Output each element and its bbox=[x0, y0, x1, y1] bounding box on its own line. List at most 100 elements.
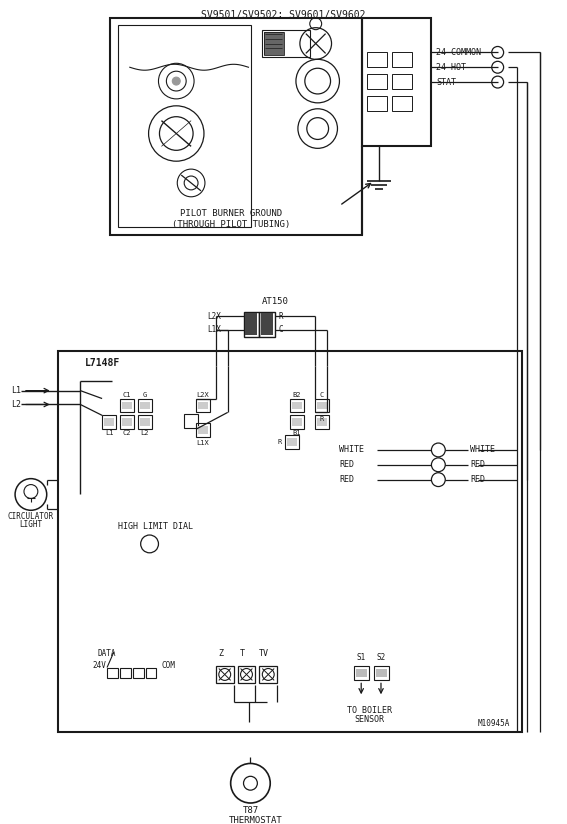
Bar bbox=[196, 424, 210, 437]
Bar bbox=[259, 311, 275, 337]
Text: SV9501/SV9502; SV9601/SV9602: SV9501/SV9502; SV9601/SV9602 bbox=[201, 10, 365, 20]
Text: RED: RED bbox=[340, 461, 354, 470]
Bar bbox=[287, 438, 297, 446]
Bar bbox=[243, 311, 259, 337]
Text: 24 COMMON: 24 COMMON bbox=[437, 48, 481, 57]
Bar bbox=[354, 666, 369, 681]
Text: R: R bbox=[278, 312, 283, 321]
Text: S1: S1 bbox=[357, 653, 366, 662]
Text: L2: L2 bbox=[141, 430, 149, 436]
Bar bbox=[367, 53, 387, 68]
Bar bbox=[184, 414, 198, 428]
Text: RED: RED bbox=[470, 475, 485, 485]
Text: C: C bbox=[320, 391, 324, 398]
Bar bbox=[198, 401, 208, 410]
Bar bbox=[392, 74, 412, 89]
Text: C: C bbox=[278, 325, 283, 334]
Bar bbox=[118, 25, 251, 227]
Bar bbox=[317, 401, 327, 410]
Text: TV: TV bbox=[259, 649, 269, 658]
Bar bbox=[139, 401, 150, 410]
Bar bbox=[374, 666, 389, 681]
Text: (THROUGH PILOT TUBING): (THROUGH PILOT TUBING) bbox=[172, 220, 290, 229]
Text: L1: L1 bbox=[11, 386, 21, 396]
Bar bbox=[107, 667, 118, 678]
Bar bbox=[133, 667, 143, 678]
Bar bbox=[120, 415, 134, 429]
Bar bbox=[367, 74, 387, 89]
Bar bbox=[238, 666, 255, 683]
Text: STAT: STAT bbox=[437, 77, 456, 87]
Text: L1X: L1X bbox=[197, 440, 209, 446]
Bar bbox=[292, 401, 302, 410]
Bar bbox=[264, 31, 284, 55]
Text: S2: S2 bbox=[376, 653, 386, 662]
Bar bbox=[356, 668, 367, 677]
Bar bbox=[146, 667, 156, 678]
Text: L1X: L1X bbox=[207, 325, 221, 334]
Bar bbox=[102, 415, 116, 429]
Text: Z: Z bbox=[218, 649, 223, 658]
Text: WHITE: WHITE bbox=[340, 446, 365, 455]
Bar bbox=[392, 96, 412, 110]
Bar bbox=[138, 399, 151, 412]
Bar bbox=[264, 31, 284, 55]
Bar bbox=[122, 419, 132, 426]
Bar bbox=[315, 399, 328, 412]
Text: C1: C1 bbox=[122, 391, 131, 398]
Text: WHITE: WHITE bbox=[470, 446, 495, 455]
Text: SENSOR: SENSOR bbox=[354, 715, 384, 724]
Text: L2: L2 bbox=[11, 400, 21, 409]
Bar bbox=[285, 435, 299, 449]
Text: L2X: L2X bbox=[197, 391, 209, 398]
Text: PILOT BURNER GROUND: PILOT BURNER GROUND bbox=[180, 209, 282, 218]
Bar bbox=[120, 399, 134, 412]
Bar bbox=[216, 666, 234, 683]
Text: T87: T87 bbox=[243, 807, 259, 816]
Bar bbox=[263, 30, 310, 58]
Bar bbox=[120, 667, 131, 678]
Bar bbox=[259, 666, 277, 683]
Bar bbox=[196, 399, 210, 412]
Text: R: R bbox=[320, 416, 324, 423]
Bar bbox=[290, 415, 304, 429]
Bar bbox=[246, 313, 257, 335]
Text: G: G bbox=[142, 391, 147, 398]
Bar bbox=[198, 426, 208, 434]
Bar bbox=[58, 351, 522, 732]
Text: L7148F: L7148F bbox=[85, 358, 121, 368]
Text: RED: RED bbox=[340, 475, 354, 485]
Bar bbox=[317, 419, 327, 426]
Text: 24 HOT: 24 HOT bbox=[437, 63, 467, 72]
Text: R: R bbox=[278, 439, 282, 445]
Text: RED: RED bbox=[470, 461, 485, 470]
Text: AT150: AT150 bbox=[262, 297, 289, 307]
Bar bbox=[122, 401, 132, 410]
Text: M10945A: M10945A bbox=[478, 719, 510, 728]
Text: 24V: 24V bbox=[92, 661, 106, 670]
Bar bbox=[292, 419, 302, 426]
Bar bbox=[315, 415, 328, 429]
Text: T: T bbox=[240, 649, 245, 658]
Bar bbox=[367, 96, 387, 110]
Circle shape bbox=[172, 77, 180, 85]
Text: COM: COM bbox=[162, 661, 175, 670]
Bar bbox=[376, 668, 387, 677]
Bar bbox=[138, 415, 151, 429]
Bar bbox=[110, 18, 362, 236]
Text: B1: B1 bbox=[293, 430, 301, 436]
Bar bbox=[104, 419, 114, 426]
Bar bbox=[261, 313, 273, 335]
Text: C2: C2 bbox=[122, 430, 131, 436]
Bar bbox=[139, 419, 150, 426]
Text: LIGHT: LIGHT bbox=[19, 520, 43, 529]
Text: CIRCULATOR: CIRCULATOR bbox=[8, 512, 54, 521]
Text: HIGH LIMIT DIAL: HIGH LIMIT DIAL bbox=[118, 522, 193, 531]
Text: THERMOSTAT: THERMOSTAT bbox=[229, 817, 282, 824]
Text: L2X: L2X bbox=[207, 312, 221, 321]
Text: DATA: DATA bbox=[97, 649, 116, 658]
Bar bbox=[290, 399, 304, 412]
Text: TO BOILER: TO BOILER bbox=[346, 705, 392, 714]
Bar bbox=[362, 18, 431, 147]
Text: B2: B2 bbox=[293, 391, 301, 398]
